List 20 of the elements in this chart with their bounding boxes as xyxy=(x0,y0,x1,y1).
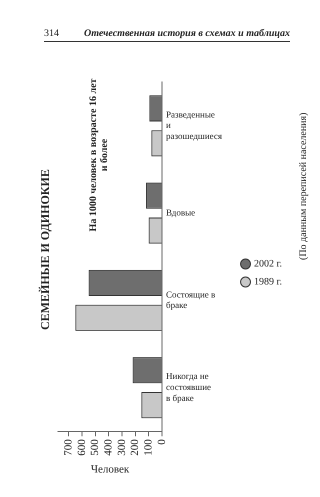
text: (По данным переписей населения) xyxy=(298,112,309,260)
x-tick-label: 700 xyxy=(62,438,75,456)
text: 314 xyxy=(44,28,59,39)
x-tick-label: 400 xyxy=(102,438,115,456)
text: На 1000 человек в возрасте 16 лет и более xyxy=(88,78,110,234)
x-tick-label: 300 xyxy=(116,438,128,456)
x-tick-label: 0 xyxy=(156,438,168,445)
y-tick-label: Никогда не состоявшие в браке xyxy=(166,371,212,403)
x-tick-label: 200 xyxy=(129,438,142,456)
y-tick-label: Вдовые xyxy=(166,207,196,218)
x-axis-title: Человек xyxy=(90,463,130,476)
x-tick-label: 600 xyxy=(76,438,88,456)
text: Отечественная история в схемах и таблицах xyxy=(84,28,290,39)
legend-label: 1989 г. xyxy=(254,276,282,288)
x-tick-label: 100 xyxy=(142,438,155,456)
y-tick-label: Разведенные и разошедшиеся xyxy=(166,109,222,141)
legend-label: 2002 г. xyxy=(254,258,282,270)
y-tick-label: Состоящие в браке xyxy=(166,289,216,310)
text: СЕМЕЙНЫЕ И ОДИНОКИЕ xyxy=(38,169,53,330)
x-tick-label: 500 xyxy=(89,438,102,456)
